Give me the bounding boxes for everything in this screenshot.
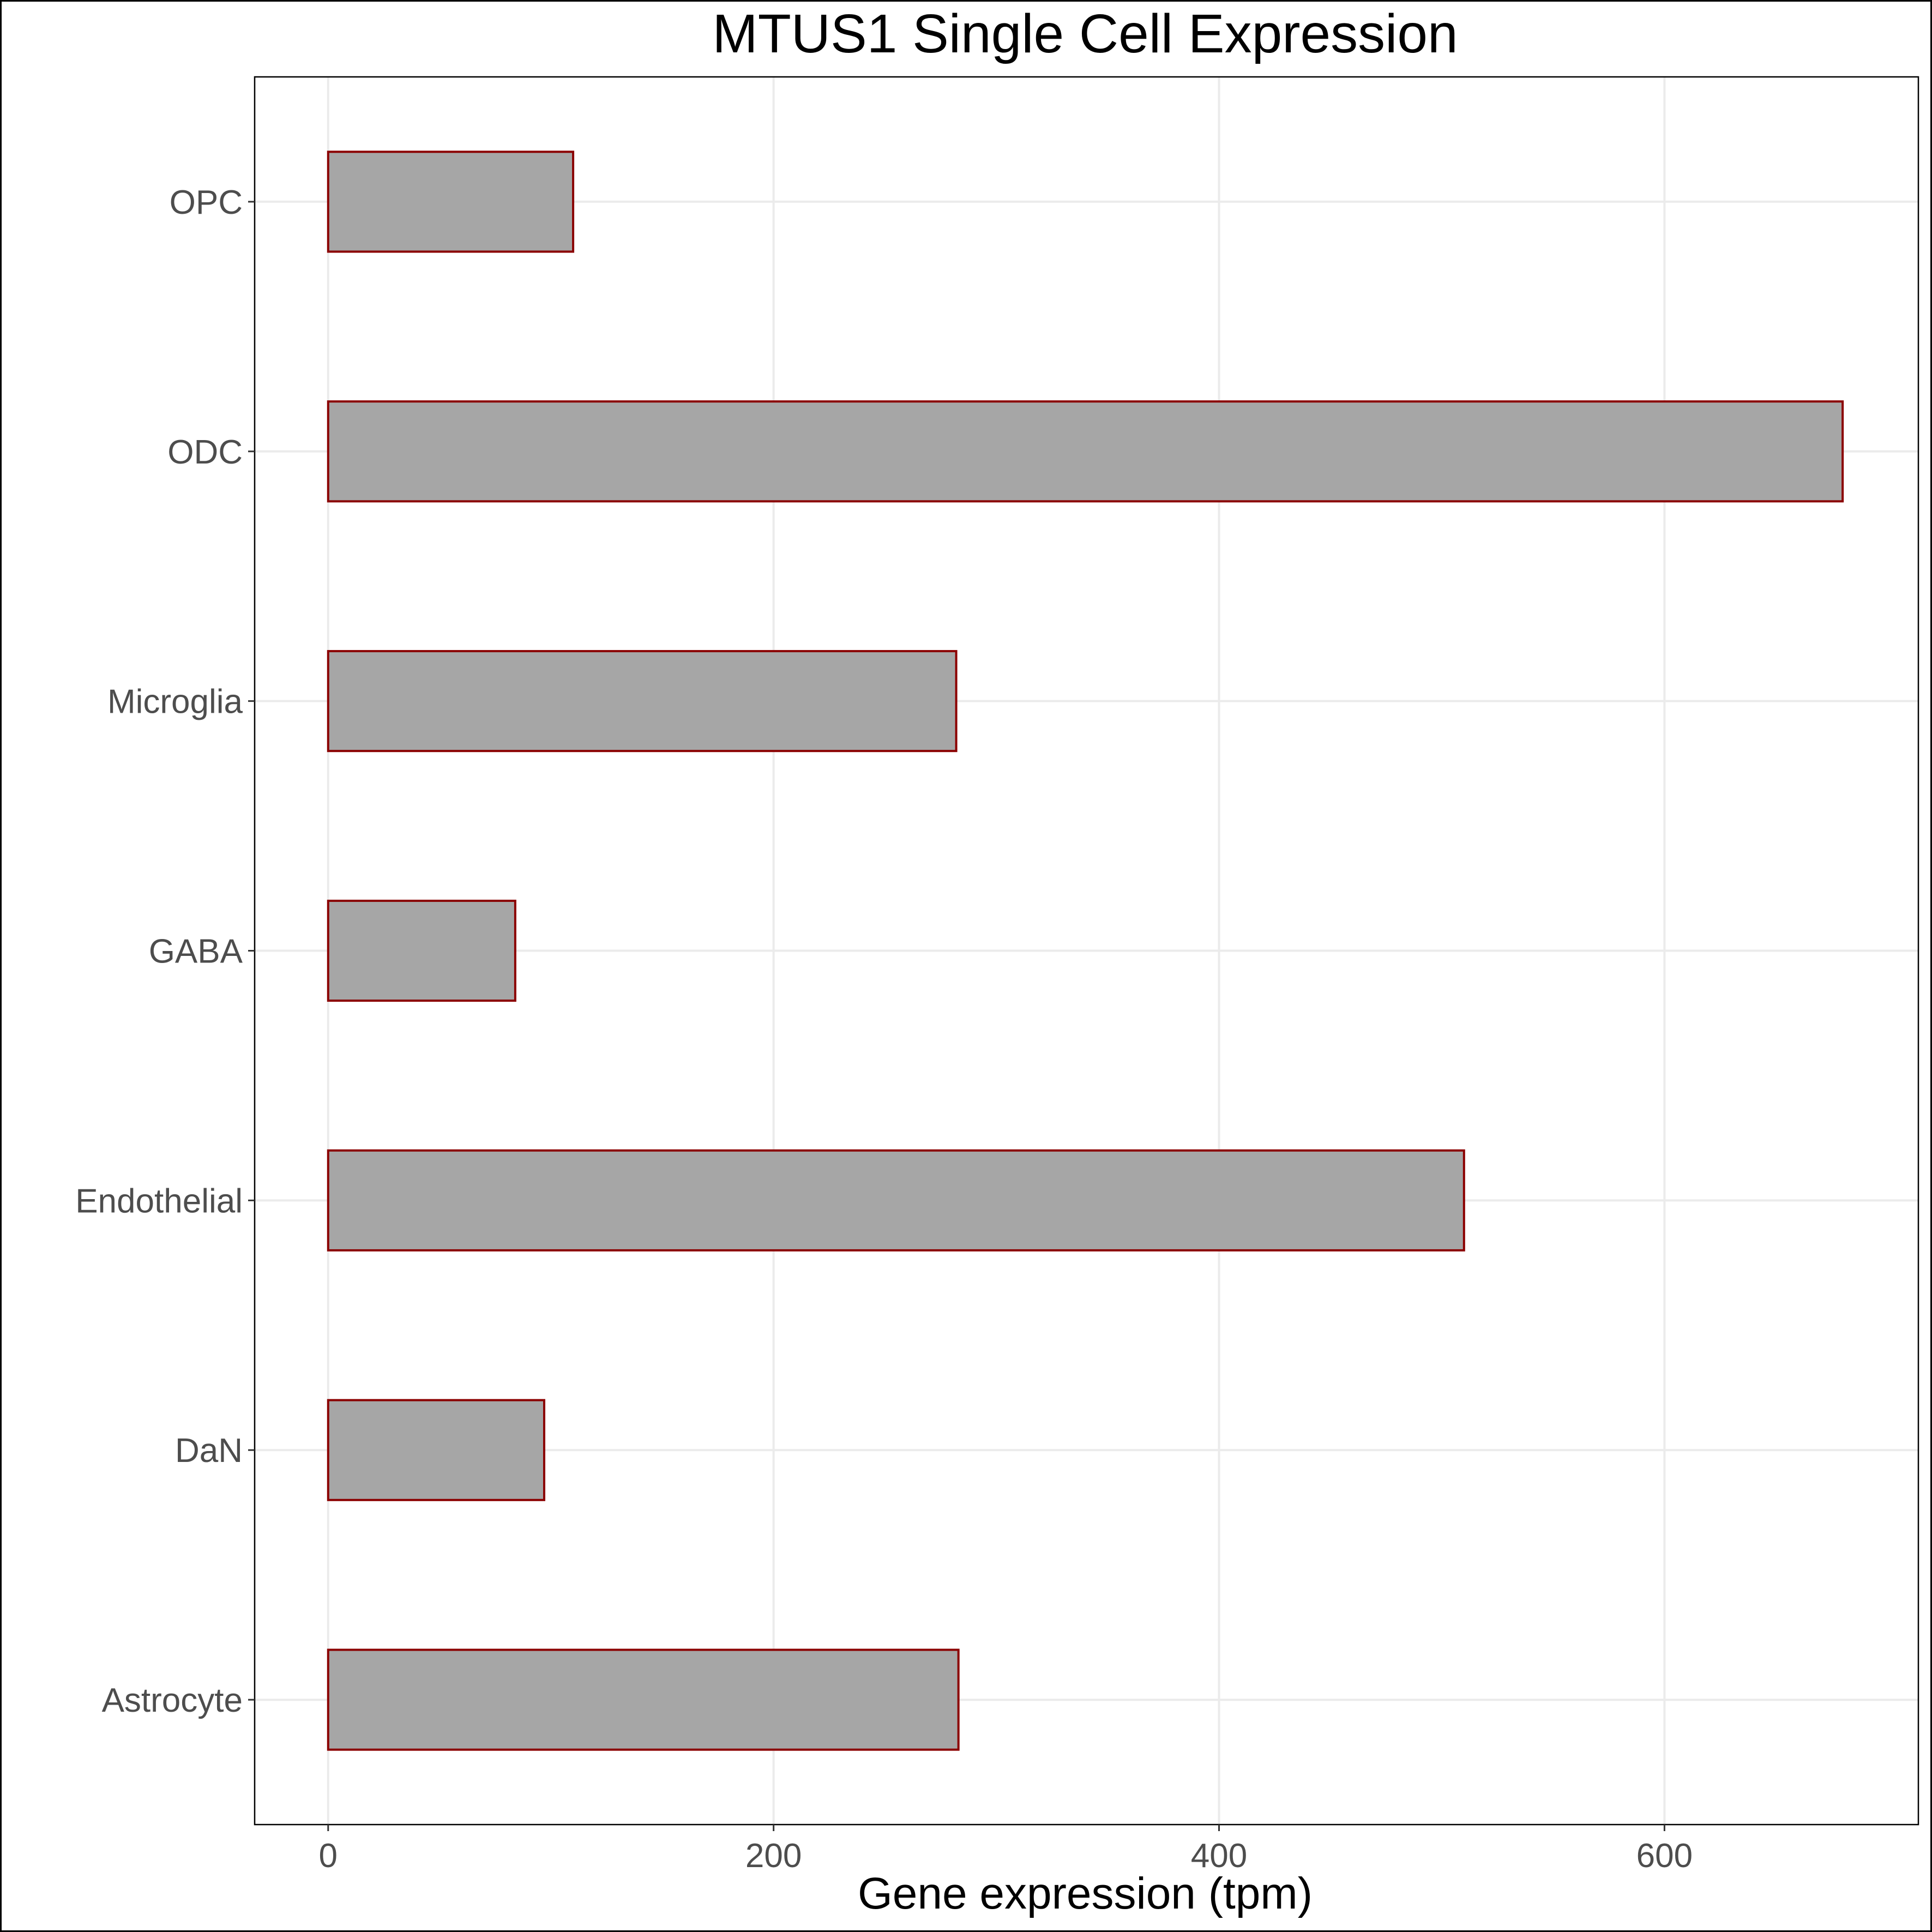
y-tick-label: ODC — [167, 434, 243, 471]
bar-microglia — [327, 650, 958, 753]
x-tick-label: 600 — [1636, 1837, 1693, 1875]
y-tick-label: Astrocyte — [102, 1682, 243, 1719]
x-axis-title: Gene expression (tpm) — [858, 1869, 1313, 1918]
bars — [327, 151, 1844, 1751]
bar-dan — [327, 1399, 545, 1501]
y-axis: Astrocyte DaN Endothelial GABA Microglia ODC O… — [75, 184, 255, 1719]
bar-endothelial — [327, 1149, 1465, 1251]
x-axis: 0 200 400 600 — [319, 1825, 1693, 1875]
x-tick-label: 400 — [1191, 1837, 1247, 1875]
y-tick-label: Endothelial — [75, 1182, 243, 1220]
bar-astrocyte — [327, 1648, 960, 1751]
bar-odc — [327, 400, 1844, 503]
x-tick-label: 0 — [319, 1837, 338, 1875]
y-tick-label: OPC — [170, 184, 243, 221]
chart-title: MTUS1 Single Cell Expression — [712, 3, 1458, 64]
y-tick-label: DaN — [175, 1432, 243, 1470]
y-tick-label: Microglia — [107, 683, 243, 721]
bar-opc — [327, 151, 575, 253]
bar-gaba — [327, 899, 516, 1002]
x-tick-label: 200 — [745, 1837, 802, 1875]
y-tick-label: GABA — [149, 933, 243, 971]
